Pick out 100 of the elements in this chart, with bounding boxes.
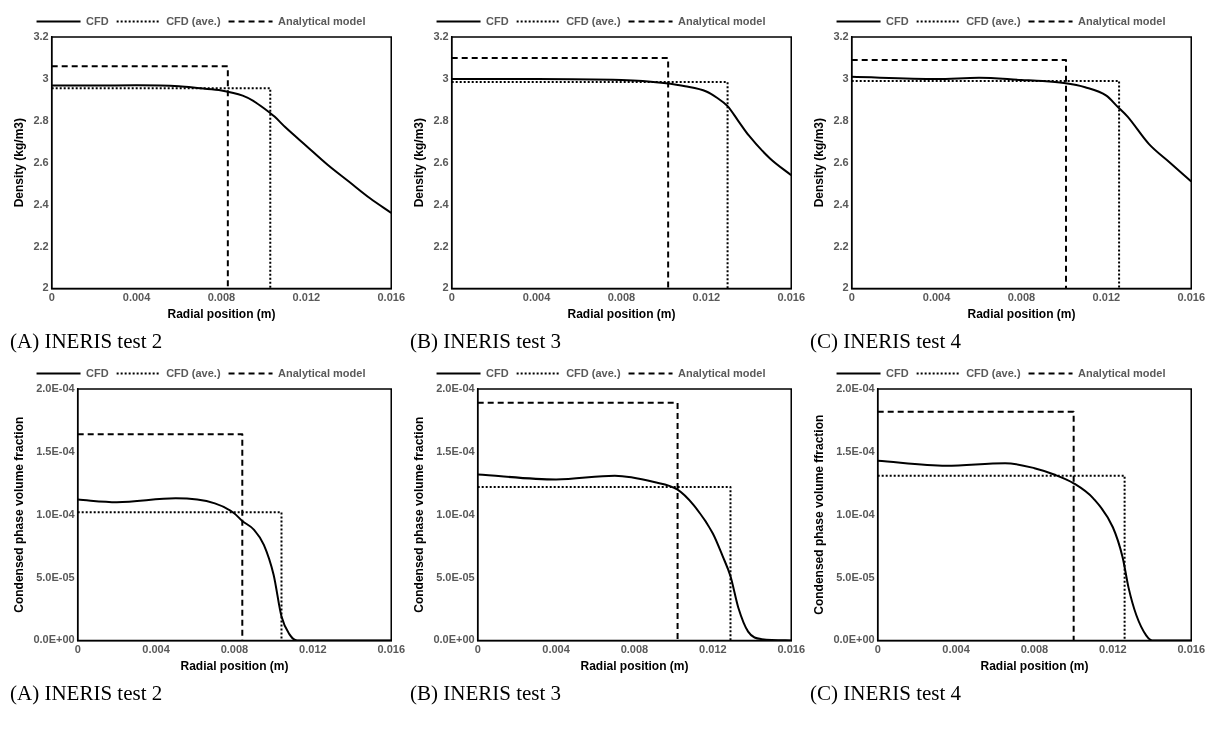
x-axis-title: Radial position (m): [167, 307, 276, 322]
y-tick-label: 2.0E-04: [36, 382, 76, 395]
text: (C) INERIS test 4: [809, 328, 963, 355]
y-tick-label: 2.2: [833, 239, 849, 252]
y-axis-title: Condensed phase volume fraction: [11, 416, 26, 613]
x-tick-label: 0: [874, 643, 881, 656]
x-tick-label: 0.004: [522, 291, 552, 304]
x-tick-label: 0.016: [377, 291, 405, 304]
x-tick-label: 0.008: [1007, 291, 1036, 304]
legend-label: Analytical model: [678, 14, 766, 27]
y-tick-label: 2.4: [833, 197, 850, 210]
legend-label: Analytical model: [1078, 14, 1166, 27]
legend-label: CFD: [486, 366, 509, 379]
y-axis-title: Density (kg/m3): [411, 118, 426, 208]
x-axis-title: Radial position (m): [180, 659, 289, 674]
y-tick-label: 5.0E-05: [836, 570, 875, 583]
y-tick-label: 2.4: [433, 197, 450, 210]
y-axis-title: Density (kg/m3): [11, 118, 26, 208]
legend-label: Analytical model: [278, 366, 366, 379]
legend-label: CFD: [86, 366, 109, 379]
legend-label: Analytical model: [1078, 366, 1166, 379]
x-tick-label: 0.012: [1092, 291, 1121, 304]
y-tick-label: 3: [842, 71, 849, 84]
x-tick-label: 0.016: [777, 643, 805, 656]
legend-label: CFD (ave.): [166, 14, 221, 27]
legend-label: CFD (ave.): [966, 366, 1021, 379]
y-tick-label: 1.5E-04: [36, 444, 76, 457]
text: (C) INERIS test 4: [809, 680, 963, 707]
y-tick-label: 5.0E-05: [36, 570, 75, 583]
y-tick-label: 1.0E-04: [36, 507, 76, 520]
y-tick-label: 0.0E+00: [33, 633, 75, 646]
y-tick-label: 2.8: [433, 113, 449, 126]
legend-label: Analytical model: [278, 14, 366, 27]
y-tick-label: 2.6: [833, 155, 849, 168]
y-tick-label: 0.0E+00: [433, 633, 475, 646]
y-tick-label: 2: [442, 281, 449, 294]
x-tick-label: 0.016: [777, 291, 805, 304]
x-tick-label: 0.016: [1177, 291, 1205, 304]
y-tick-label: 3: [42, 71, 49, 84]
y-tick-label: 1.0E-04: [836, 507, 876, 520]
x-tick-label: 0.012: [292, 291, 321, 304]
x-axis-title: Radial position (m): [580, 659, 689, 674]
legend-label: CFD: [86, 14, 109, 27]
y-tick-label: 2.0E-04: [836, 382, 876, 395]
x-tick-label: 0: [48, 291, 55, 304]
y-tick-label: 5.0E-05: [436, 570, 475, 583]
x-tick-label: 0.008: [220, 643, 249, 656]
x-tick-label: 0.012: [692, 291, 721, 304]
x-tick-label: 0: [74, 643, 81, 656]
y-tick-label: 2.0E-04: [436, 382, 476, 395]
x-tick-label: 0.008: [607, 291, 636, 304]
y-tick-label: 2.2: [433, 239, 449, 252]
x-tick-label: 0.004: [942, 643, 971, 656]
y-tick-label: 2: [42, 281, 49, 294]
text: (A) INERIS test 2: [9, 680, 164, 707]
legend-label: CFD: [886, 14, 909, 27]
x-tick-label: 0: [448, 291, 455, 304]
x-tick-label: 0.012: [1099, 643, 1127, 656]
x-tick-label: 0.012: [299, 643, 327, 656]
x-tick-label: 0.004: [922, 291, 952, 304]
text: (A) INERIS test 2: [9, 328, 164, 355]
y-tick-label: 1.5E-04: [836, 444, 876, 457]
y-tick-label: 2.2: [33, 239, 49, 252]
x-tick-label: 0.016: [377, 643, 405, 656]
x-axis-title: Radial position (m): [980, 659, 1089, 674]
x-tick-label: 0.012: [699, 643, 727, 656]
x-tick-label: 0.016: [1177, 643, 1205, 656]
x-tick-label: 0.004: [142, 643, 171, 656]
y-tick-label: 3.2: [33, 30, 49, 43]
legend-label: CFD: [886, 366, 909, 379]
y-tick-label: 2.8: [33, 113, 49, 126]
y-tick-label: 3.2: [833, 30, 849, 43]
y-tick-label: 0.0E+00: [833, 633, 875, 646]
x-tick-label: 0.004: [122, 291, 152, 304]
legend-label: CFD (ave.): [566, 366, 621, 379]
x-tick-label: 0: [474, 643, 481, 656]
text: (B) INERIS test 3: [409, 680, 563, 707]
legend-label: CFD (ave.): [566, 14, 621, 27]
y-tick-label: 2.6: [433, 155, 449, 168]
x-axis-title: Radial position (m): [567, 307, 676, 322]
y-axis-title: Condensed phase volume ffraction: [811, 414, 826, 615]
legend-label: Analytical model: [678, 366, 766, 379]
y-axis-title: Density (kg/m3): [811, 118, 826, 208]
legend-label: CFD: [486, 14, 509, 27]
y-axis-title: Condensed phase volume fraction: [411, 416, 426, 613]
y-tick-label: 1.5E-04: [436, 444, 476, 457]
x-tick-label: 0.008: [207, 291, 236, 304]
text: (B) INERIS test 3: [409, 328, 563, 355]
x-axis-title: Radial position (m): [967, 307, 1076, 322]
y-tick-label: 2: [842, 281, 849, 294]
y-tick-label: 2.4: [33, 197, 50, 210]
x-tick-label: 0.004: [542, 643, 571, 656]
x-tick-label: 0.008: [620, 643, 649, 656]
y-tick-label: 2.6: [33, 155, 49, 168]
y-tick-label: 1.0E-04: [436, 507, 476, 520]
legend-label: CFD (ave.): [166, 366, 221, 379]
x-tick-label: 0.008: [1020, 643, 1049, 656]
y-tick-label: 3: [442, 71, 449, 84]
legend-label: CFD (ave.): [966, 14, 1021, 27]
x-tick-label: 0: [848, 291, 855, 304]
